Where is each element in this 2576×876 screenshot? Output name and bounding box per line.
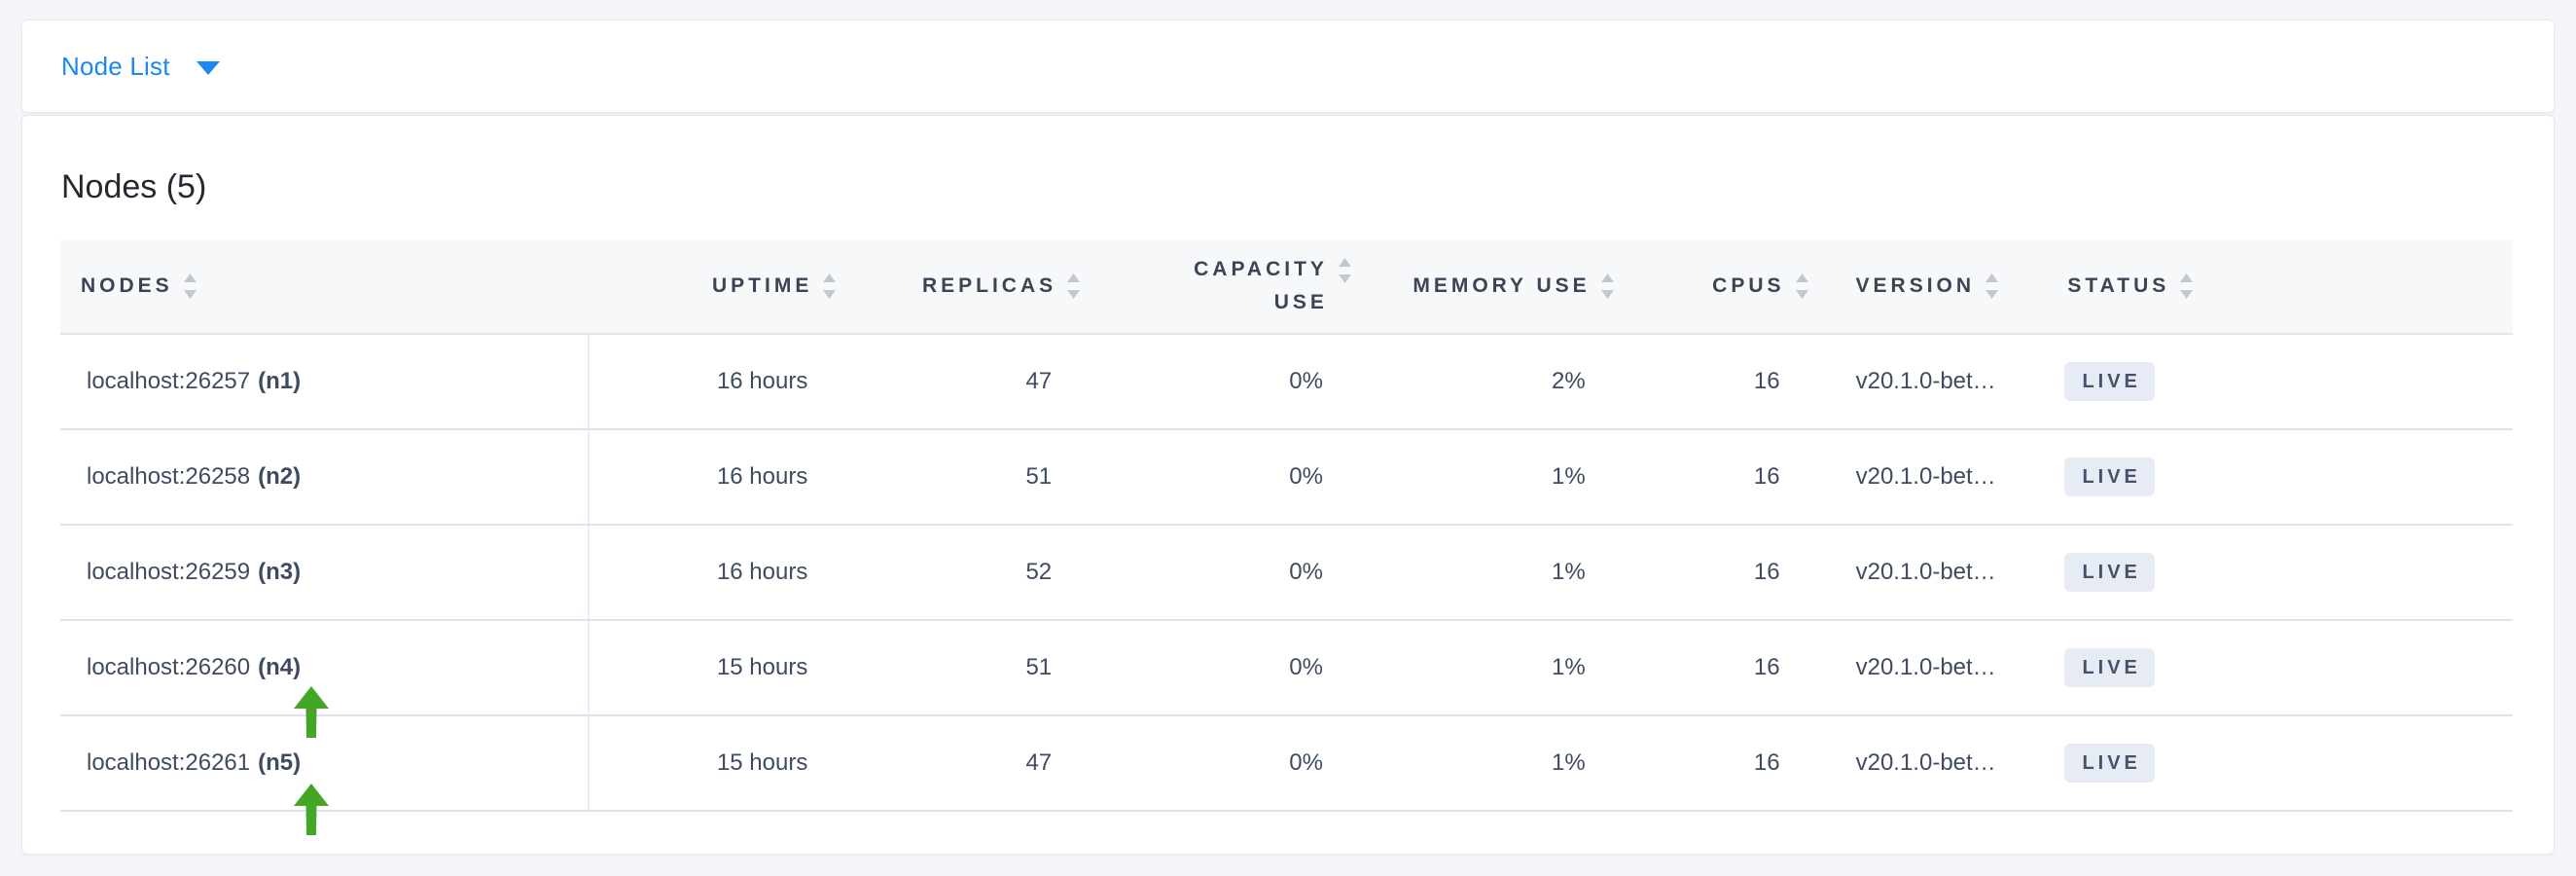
replicas-cell: 52: [1025, 559, 1053, 585]
uptime-cell: 15 hours: [716, 749, 808, 776]
node-address-cell[interactable]: localhost:26258 (n2): [60, 430, 590, 524]
column-header-cpus[interactable]: CPUS: [1621, 239, 1815, 333]
node-id: (n5): [258, 749, 302, 776]
column-header-uptime[interactable]: UPTIME: [590, 239, 843, 333]
replicas-cell: 47: [1025, 368, 1053, 394]
column-header-label: VERSION: [1855, 274, 1976, 297]
table-row[interactable]: localhost:26258 (n2) 16 hours 51 0% 1% 16…: [60, 430, 2513, 526]
version-cell: v20.1.0-bet…: [1855, 463, 1996, 490]
capacity-use-cell: 0%: [1289, 559, 1323, 585]
sort-icon[interactable]: [1066, 273, 1081, 300]
version-cell: v20.1.0-bet…: [1855, 559, 1996, 585]
column-header-memory-use[interactable]: MEMORY USE: [1358, 239, 1621, 333]
node-address-cell[interactable]: localhost:26259 (n3): [60, 526, 590, 619]
annotation-arrow-n4: [294, 686, 329, 738]
replicas-cell: 51: [1025, 654, 1053, 680]
node-address: localhost:26261: [87, 749, 251, 776]
status-badge: LIVE: [2064, 648, 2155, 687]
node-address-cell[interactable]: localhost:26260 (n4): [60, 621, 590, 714]
cpus-cell: 16: [1753, 559, 1780, 585]
sort-icon[interactable]: [1795, 273, 1809, 300]
capacity-use-cell: 0%: [1289, 368, 1323, 394]
table-row[interactable]: localhost:26260 (n4) 15 hours 51 0% 1% 16…: [60, 621, 2513, 716]
sort-icon[interactable]: [822, 273, 837, 300]
status-cell: LIVE: [2032, 553, 2513, 592]
node-address: localhost:26258: [87, 463, 251, 490]
node-address: localhost:26257: [87, 368, 251, 394]
cpus-cell: 16: [1753, 654, 1780, 680]
cpus-cell: 16: [1753, 749, 1780, 776]
status-badge: LIVE: [2064, 457, 2155, 496]
column-header-label: MEMORY USE: [1413, 274, 1591, 297]
sort-icon[interactable]: [183, 273, 197, 300]
sort-icon[interactable]: [1985, 273, 1999, 300]
column-header-capacity-use[interactable]: CAPACITY USE: [1087, 239, 1358, 333]
column-header-label: CPUS: [1712, 274, 1785, 297]
table-row[interactable]: localhost:26261 (n5) 15 hours 47 0% 1% 16…: [60, 716, 2513, 812]
replicas-cell: 47: [1025, 749, 1053, 776]
sort-icon[interactable]: [1600, 273, 1615, 300]
node-id: (n2): [258, 463, 302, 490]
capacity-use-cell: 0%: [1289, 654, 1323, 680]
node-id: (n4): [258, 654, 302, 680]
node-address-cell[interactable]: localhost:26261 (n5): [60, 716, 590, 810]
chevron-down-icon: [196, 60, 220, 75]
memory-use-cell: 1%: [1552, 463, 1586, 490]
node-list-dropdown-label: Node List: [61, 51, 170, 81]
view-selector-bar: Node List: [21, 19, 2555, 113]
column-header-label: UPTIME: [712, 274, 813, 297]
capacity-use-cell: 0%: [1289, 749, 1323, 776]
node-list-dropdown[interactable]: Node List: [61, 52, 220, 82]
table-header-row: NODES UPTIME REPLICAS CAPACITY USE MEMOR…: [60, 239, 2513, 335]
status-badge: LIVE: [2064, 553, 2155, 592]
version-cell: v20.1.0-bet…: [1855, 368, 1996, 394]
status-cell: LIVE: [2032, 744, 2513, 783]
uptime-cell: 16 hours: [716, 463, 808, 490]
column-header-label: NODES: [81, 274, 173, 297]
version-cell: v20.1.0-bet…: [1855, 749, 1996, 776]
nodes-table: NODES UPTIME REPLICAS CAPACITY USE MEMOR…: [60, 239, 2513, 812]
replicas-cell: 51: [1025, 463, 1053, 490]
memory-use-cell: 1%: [1552, 749, 1586, 776]
sort-icon[interactable]: [1338, 257, 1352, 284]
table-row[interactable]: localhost:26257 (n1) 16 hours 47 0% 2% 16…: [60, 335, 2513, 430]
status-badge: LIVE: [2064, 362, 2155, 401]
status-cell: LIVE: [2032, 648, 2513, 687]
nodes-panel: Nodes (5) NODES UPTIME REPLICAS CAPACITY…: [21, 115, 2555, 855]
status-cell: LIVE: [2032, 457, 2513, 496]
node-id: (n1): [258, 368, 302, 394]
capacity-use-cell: 0%: [1289, 463, 1323, 490]
node-id: (n3): [258, 559, 302, 585]
node-address: localhost:26260: [87, 654, 251, 680]
column-header-version[interactable]: VERSION: [1815, 239, 2033, 333]
memory-use-cell: 1%: [1552, 654, 1586, 680]
uptime-cell: 16 hours: [716, 368, 808, 394]
memory-use-cell: 2%: [1552, 368, 1586, 394]
status-cell: LIVE: [2032, 362, 2513, 401]
version-cell: v20.1.0-bet…: [1855, 654, 1996, 680]
column-header-status[interactable]: STATUS: [2032, 239, 2513, 333]
column-header-label: STATUS: [2067, 274, 2170, 297]
page-title: Nodes (5): [61, 168, 207, 205]
memory-use-cell: 1%: [1552, 559, 1586, 585]
annotation-arrow-n5: [294, 784, 329, 835]
uptime-cell: 15 hours: [716, 654, 808, 680]
uptime-cell: 16 hours: [716, 559, 808, 585]
column-header-replicas[interactable]: REPLICAS: [842, 239, 1087, 333]
status-badge: LIVE: [2064, 744, 2155, 783]
column-header-nodes[interactable]: NODES: [60, 239, 590, 333]
column-header-label: REPLICAS: [921, 274, 1057, 297]
node-address: localhost:26259: [87, 559, 251, 585]
column-header-label: CAPACITY USE: [1194, 258, 1328, 313]
table-row[interactable]: localhost:26259 (n3) 16 hours 52 0% 1% 16…: [60, 526, 2513, 621]
cpus-cell: 16: [1753, 368, 1780, 394]
node-address-cell[interactable]: localhost:26257 (n1): [60, 335, 590, 428]
cpus-cell: 16: [1753, 463, 1780, 490]
sort-icon[interactable]: [2179, 273, 2194, 300]
